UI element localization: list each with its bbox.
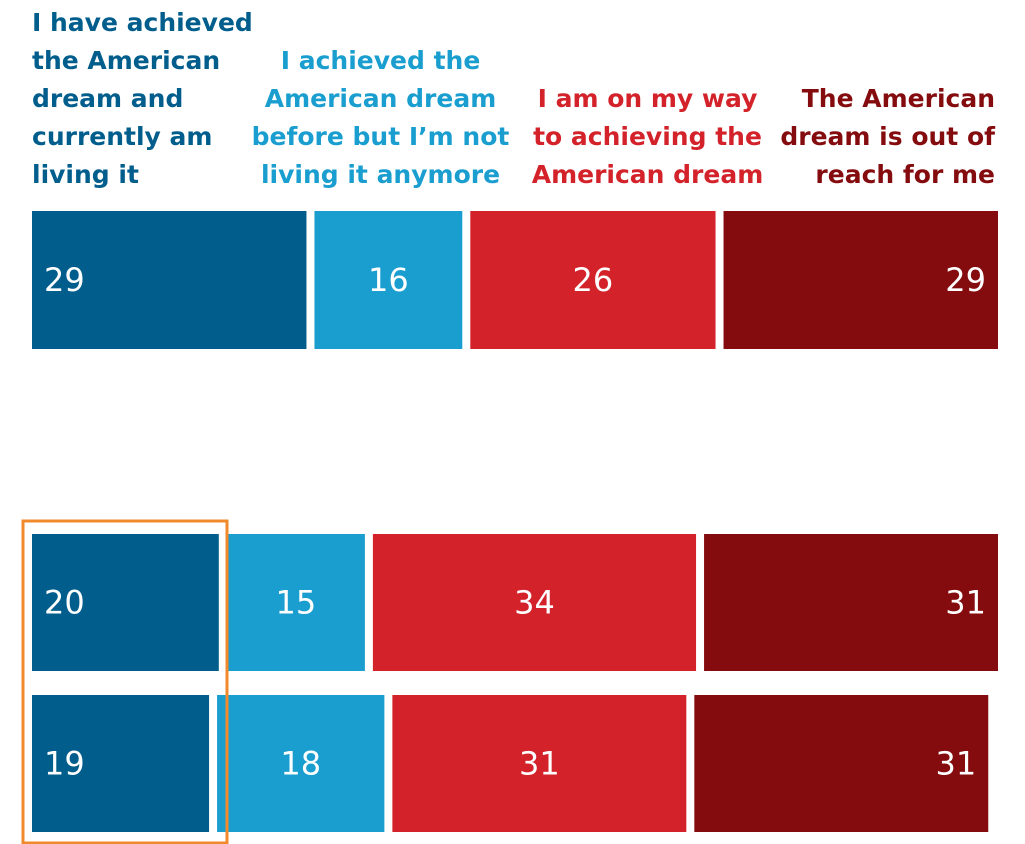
- value-label: 26: [573, 261, 614, 299]
- legend-label: I have achieved the American dream and c…: [32, 8, 253, 189]
- value-label: 31: [945, 584, 986, 622]
- bar-segment: [470, 211, 716, 349]
- bar-segment: [704, 534, 998, 671]
- bar-segment: [32, 695, 210, 832]
- value-label: 19: [44, 745, 85, 783]
- value-label: 31: [936, 745, 977, 783]
- highlight-box: [21, 519, 229, 844]
- legend-label: I am on my way to achieving the American…: [531, 84, 764, 189]
- value-label: 16: [368, 261, 409, 299]
- bar-segment: [723, 211, 998, 349]
- value-label: 20: [44, 584, 85, 622]
- bar-segment: [314, 211, 463, 349]
- bar-segment: [694, 695, 989, 832]
- legend-label: I achieved the American dream before but…: [251, 46, 510, 189]
- bar-segment: [226, 534, 365, 671]
- value-label: 29: [44, 261, 85, 299]
- value-label: 15: [275, 584, 316, 622]
- bar-segment: [32, 534, 219, 671]
- bar-segment: [32, 211, 307, 349]
- bar-segment: [372, 534, 697, 671]
- value-label: 31: [519, 745, 560, 783]
- value-label: 34: [514, 584, 555, 622]
- value-label: 29: [945, 261, 986, 299]
- value-label: 18: [280, 745, 321, 783]
- legend-label: The American dream is out of reach for m…: [780, 84, 995, 189]
- bar-segment: [217, 695, 385, 832]
- bar-segment: [392, 695, 687, 832]
